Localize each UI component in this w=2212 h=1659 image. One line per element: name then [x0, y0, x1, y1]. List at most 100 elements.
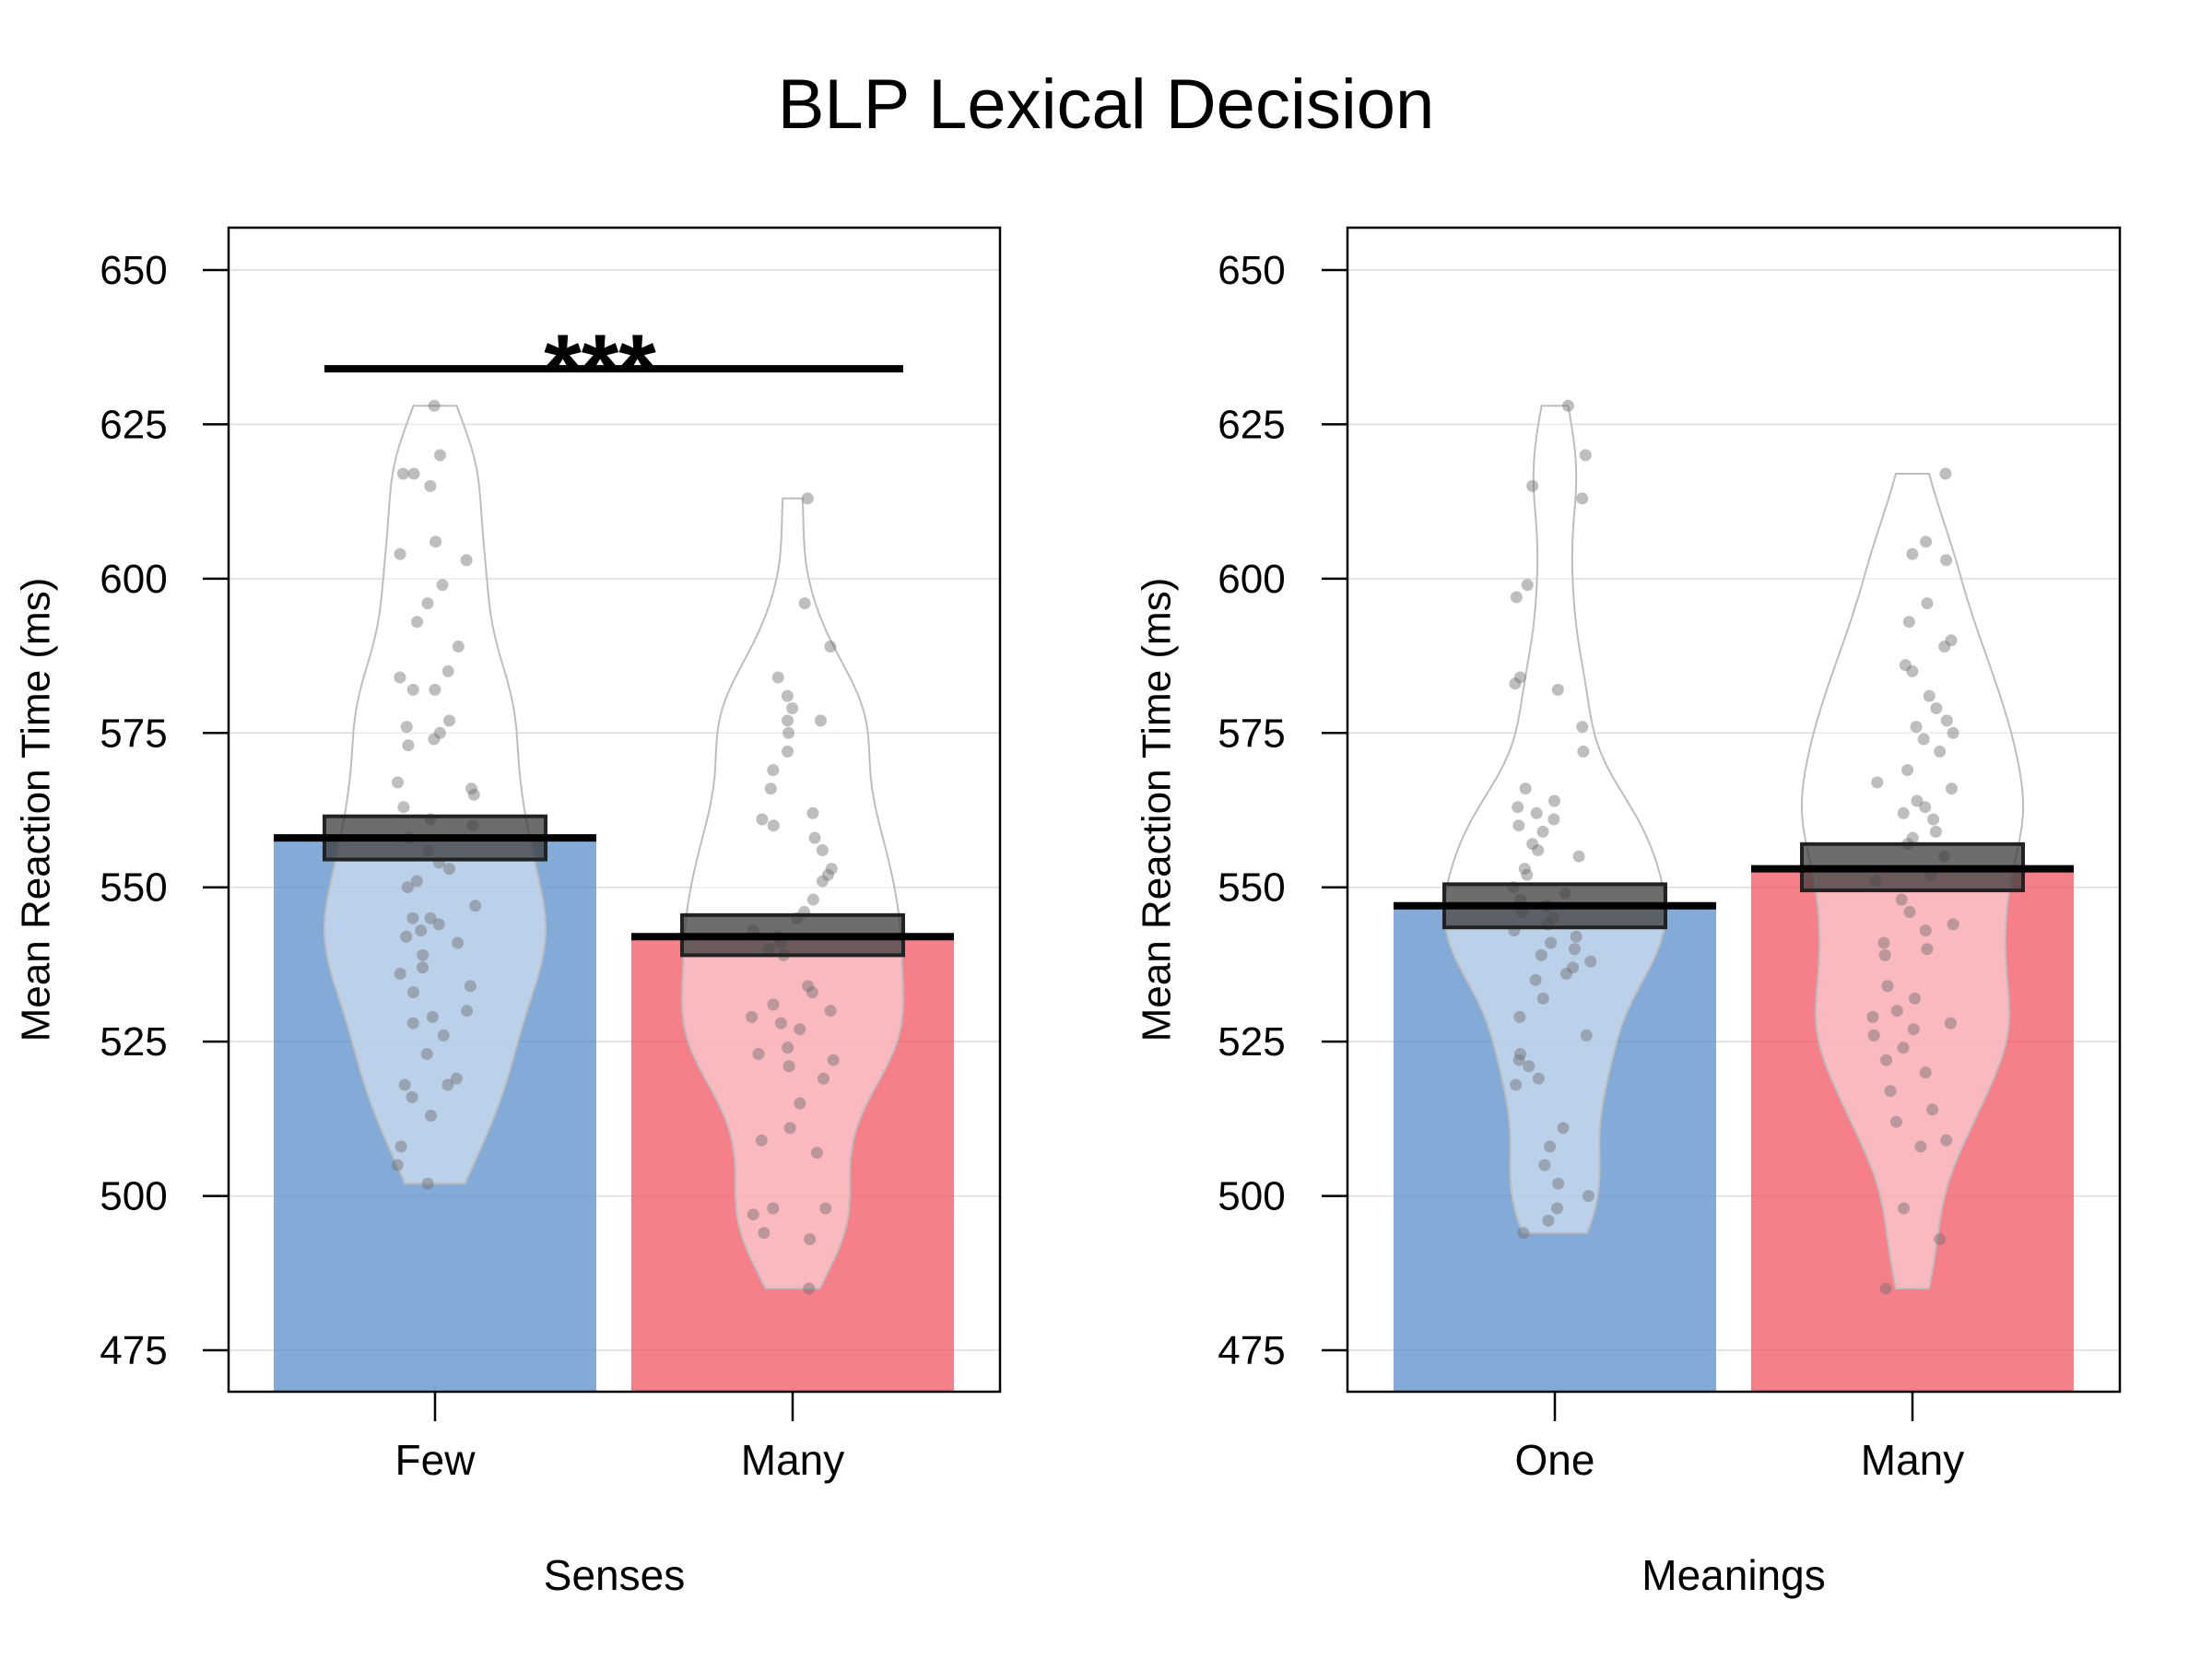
data-point [406, 1017, 419, 1030]
data-point [398, 1078, 411, 1091]
data-point [1530, 806, 1543, 819]
data-point [1902, 616, 1915, 629]
data-point [1899, 659, 1912, 672]
data-point [819, 1202, 832, 1215]
data-point [432, 918, 445, 931]
data-point [767, 819, 780, 832]
data-point [1944, 1017, 1957, 1030]
data-point [1557, 1122, 1570, 1135]
data-point [1523, 1060, 1535, 1073]
data-point [1526, 479, 1539, 492]
y-tick-label: 625 [1218, 402, 1285, 447]
data-point [794, 1097, 806, 1110]
data-point [1940, 714, 1953, 727]
data-point [786, 702, 799, 714]
data-point [802, 980, 815, 993]
data-point [806, 986, 818, 999]
data-point [407, 986, 419, 999]
data-point [1514, 1048, 1526, 1060]
data-point [1560, 968, 1572, 980]
data-point [434, 449, 446, 462]
data-point [1901, 764, 1914, 776]
data-point [1519, 782, 1532, 795]
data-point [803, 1282, 816, 1295]
data-point [1567, 961, 1579, 974]
data-point [1877, 936, 1890, 949]
panel-1: 475 500 525 550 575 600 625 650 Mean Reaction Ti… [13, 226, 1002, 1599]
data-point [410, 875, 423, 888]
data-point [1536, 825, 1549, 838]
data-point [1517, 1227, 1530, 1240]
data-point [436, 579, 449, 592]
y-tick-label: 550 [1218, 865, 1285, 911]
data-point [428, 399, 441, 412]
data-point [1572, 850, 1585, 863]
data-point [755, 1134, 768, 1147]
data-point [1513, 1010, 1526, 1023]
data-point [437, 1029, 450, 1041]
data-point [1946, 782, 1958, 795]
data-point [406, 1090, 418, 1103]
data-point [1577, 745, 1590, 758]
data-point [746, 1010, 759, 1023]
data-point [429, 535, 442, 548]
data-point [798, 597, 811, 610]
data-point [824, 1005, 837, 1018]
panel-2: 475 500 525 550 575 600 625 650 Mean Reaction Ti… [1134, 226, 2122, 1599]
data-point [469, 900, 482, 912]
data-point [1545, 936, 1558, 949]
data-point [394, 1140, 407, 1153]
data-point [452, 641, 465, 653]
data-point [756, 813, 769, 826]
data-point [1929, 825, 1942, 838]
data-point [1561, 399, 1574, 412]
data-point [1940, 1134, 1953, 1147]
data-point [1945, 634, 1958, 647]
data-point [407, 467, 420, 480]
data-point [443, 863, 455, 876]
x-tick-label: Many [1861, 1436, 1964, 1484]
data-point [1538, 1159, 1551, 1171]
data-point [401, 881, 414, 894]
data-point [417, 961, 429, 974]
data-point [758, 1227, 771, 1240]
data-point [1526, 838, 1539, 851]
data-point [1551, 683, 1564, 696]
y-tick-label: 650 [100, 248, 167, 293]
data-point [392, 776, 404, 789]
data-point [804, 1233, 817, 1245]
data-point [1890, 1115, 1902, 1128]
data-point [1532, 844, 1545, 856]
data-point [1906, 547, 1919, 560]
data-point [465, 782, 477, 795]
y-tick-label: 625 [100, 402, 167, 447]
data-point [1903, 906, 1916, 918]
data-point [1880, 1053, 1893, 1066]
data-point [1583, 1190, 1594, 1203]
data-point [450, 1072, 463, 1085]
data-point [424, 912, 437, 924]
y-tick-label: 475 [1218, 1328, 1285, 1373]
data-point [815, 714, 827, 727]
plot-frame [1346, 226, 2122, 1394]
data-point [415, 924, 428, 937]
y-tick-label: 650 [1218, 248, 1285, 293]
data-point [1906, 831, 1919, 844]
bar-many [1751, 868, 2074, 1392]
data-point [1907, 1023, 1920, 1036]
data-point [1910, 721, 1923, 734]
data-point [818, 1072, 830, 1085]
data-point [1551, 1202, 1563, 1215]
data-point [425, 1110, 437, 1122]
data-point [1939, 467, 1952, 480]
data-point [806, 893, 819, 906]
bar-few [274, 838, 596, 1392]
data-point [441, 1078, 454, 1091]
data-point [767, 764, 780, 776]
data-point [1920, 535, 1933, 548]
data-point [424, 479, 437, 492]
data-point [782, 714, 794, 727]
y-tick-label: 600 [1218, 557, 1285, 602]
data-point [441, 665, 454, 677]
data-point [1934, 1233, 1947, 1245]
